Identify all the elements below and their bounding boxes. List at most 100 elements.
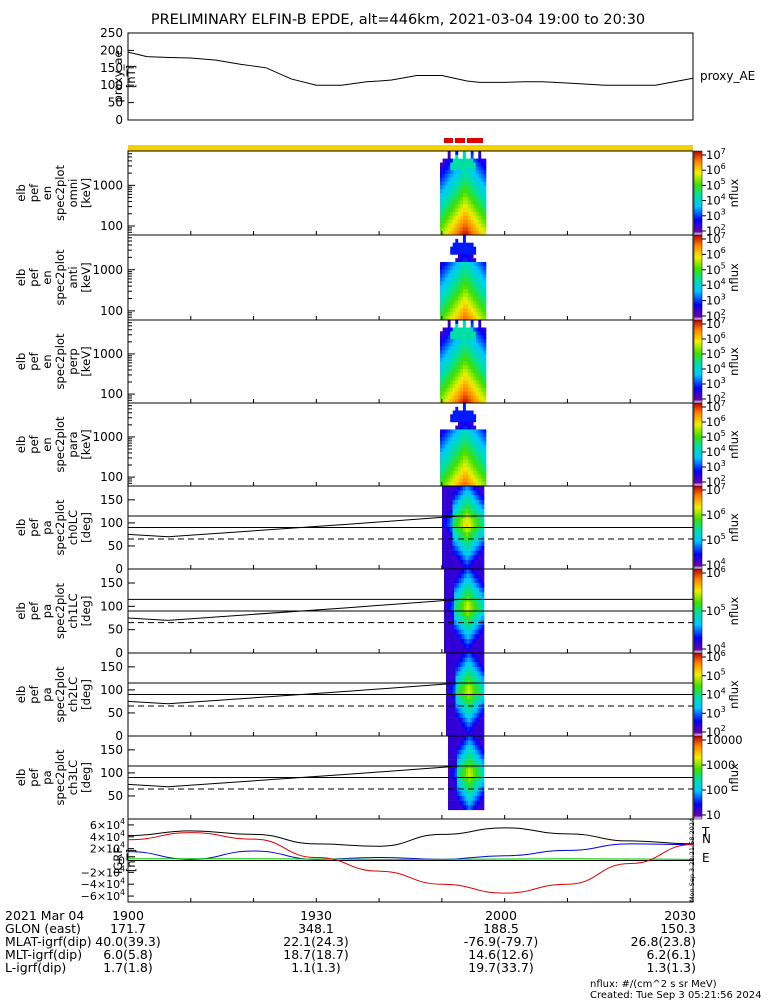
spectrogram-cell [455,300,459,305]
spectrogram-cell [445,173,448,178]
spectrogram-cell [449,573,452,579]
spectrogram-cell [446,625,450,630]
spectrogram-cell [455,555,458,561]
spectrogram-cell [460,555,464,561]
spectrogram-cell [455,490,458,496]
spectrogram-cell [447,391,451,396]
spectrogram-cell [481,731,485,737]
spectrogram-cell [470,173,474,178]
spectrogram-cell [463,541,466,547]
spectrogram-cell [460,227,464,232]
spectrogram-cell [449,532,453,537]
spectrogram-cell [445,158,448,163]
spectrogram-cell [478,463,482,468]
spectrogram-cell [465,376,469,381]
colorbar-label: nflux [727,763,741,792]
spectrogram-cell [450,418,454,423]
spectrogram-cell [470,269,474,274]
spectrogram-cell [475,342,479,347]
spectrogram-cell [468,777,471,783]
spectrogram-cell [456,601,460,607]
spectrogram-cell [449,522,453,528]
igrf-ytick-label: −2×104 [81,864,125,879]
field-line-curve [127,515,461,538]
spectrogram-cell [447,478,451,483]
figure-title: PRELIMINARY ELFIN-B EPDE, alt=446km, 202… [151,12,645,28]
spectrogram-cell [473,433,477,438]
spectrogram-cell [444,550,448,556]
spectrogram-cell [450,777,453,783]
spectrogram-cell [478,555,482,561]
spectrogram-cell [470,158,474,163]
panel-frame [127,234,694,321]
spectrogram-cell [475,212,479,217]
spectrogram-cell [453,671,456,677]
spectrogram-cell [450,448,454,453]
spectrogram-cell [481,495,485,501]
spectrogram-cell [452,777,455,783]
spectrogram-cell [445,448,448,453]
spectrogram-cell [450,482,454,487]
spectrogram-cell [474,639,477,644]
spectrogram-cell [440,342,443,347]
spectrogram-cell [447,369,451,374]
spectrogram-cell [461,573,465,579]
spectrogram-cell [453,731,456,737]
spectrogram-cell [468,316,471,321]
spectrogram-cell [465,170,469,175]
spectrogram-cell [440,365,443,370]
spectrogram-cell [465,354,469,359]
panel-ylabel-1: pef [27,267,41,286]
spectrogram-cell [481,745,485,751]
spectrogram-cell [463,338,466,343]
spectrogram-cell [474,611,477,616]
spectrogram-cell [481,564,485,570]
spectrogram-cell [468,196,471,201]
spectrogram-cell [450,387,454,392]
spectrogram-cell [478,177,482,182]
spectrogram-cell [451,643,455,649]
spectrogram-cell [475,335,479,340]
spectrogram-cell [449,615,452,621]
spectrogram-cell [473,414,477,419]
spectrogram-cell [481,689,485,695]
spectrogram-cell [457,331,461,336]
spectrogram-cell [463,482,466,487]
spectrogram-cell [473,162,477,167]
spectrogram-cell [465,425,469,430]
spectrogram-cell [457,177,461,182]
spectrogram-cell [464,573,467,579]
spectrogram-cell [463,777,467,783]
spectrogram-cell [450,414,454,419]
spectrogram-cell [477,745,480,751]
spectrogram-cell [461,634,465,640]
spectrogram-cell [477,791,480,797]
spectrogram-cell [447,346,451,351]
spectrogram-cell [465,545,469,551]
spectrogram-cell [465,532,469,537]
spectrogram-cell [455,653,459,658]
spectrogram-cell [460,219,464,224]
spectrogram-cell [445,331,448,336]
spectrogram-cell [451,625,455,630]
spectrogram-cell [447,185,451,190]
igrf-ytick-label: 2×104 [90,841,125,856]
spectrogram-cell [463,227,466,232]
spectrogram-cell [483,433,487,438]
spectrogram-cell [470,736,473,741]
spectrogram-cell [452,170,456,175]
spectrogram-cell [450,231,454,236]
spectrogram-cell [483,196,487,201]
spectrogram-cell [445,346,448,351]
spectrogram-cell [442,470,446,475]
proxy-ae-ylabel-0: proxy_ae [111,51,125,103]
spectrogram-cell [463,369,466,374]
spectrogram-cell [455,444,459,449]
spectrogram-cell [473,482,477,487]
spectrogram-cell [447,189,451,194]
spectrogram-cell [470,285,474,290]
spectrogram-cell [442,555,445,561]
spectrogram-cell [470,418,474,423]
spectrogram-cell [457,365,461,370]
spectrogram-cell [463,536,466,542]
